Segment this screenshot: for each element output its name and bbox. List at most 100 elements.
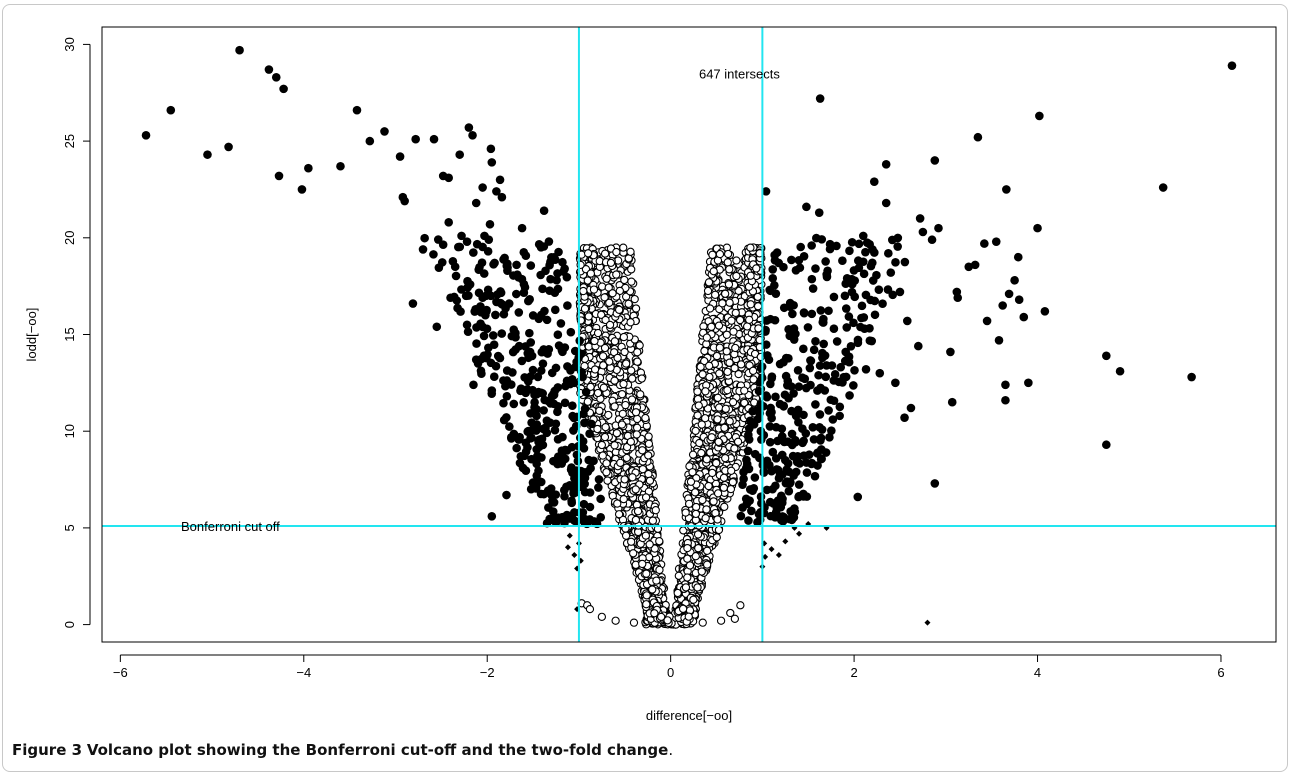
data-point [451,271,461,281]
data-point [794,480,804,489]
data-point [652,576,661,585]
data-point [763,351,772,360]
data-point [496,288,506,298]
data-point [521,438,531,448]
data-point [779,303,789,313]
data-point [714,403,724,412]
data-point [626,318,635,327]
data-point [564,544,571,551]
data-point [456,307,465,316]
data-point [645,540,654,549]
data-point [471,198,481,208]
data-point [655,565,664,575]
data-point [799,252,809,261]
data-point [610,337,620,346]
data-point [787,382,796,391]
data-point [524,296,533,306]
data-point [713,515,722,524]
data-point [859,313,869,322]
data-point [819,339,828,349]
data-point [854,263,864,273]
data-point [600,249,610,258]
data-point [709,497,718,506]
data-point [584,312,593,321]
data-point [487,158,497,167]
data-point [599,361,608,370]
data-point [673,588,682,598]
data-point [597,310,606,319]
data-point [536,366,546,375]
data-point [534,240,544,249]
data-point [598,451,607,460]
data-point [486,291,496,301]
data-point [821,257,830,266]
data-point [621,531,631,540]
data-point [730,614,740,623]
data-point [554,341,564,350]
data-point [651,506,660,515]
y-tick-label: 30 [62,37,77,51]
data-point [629,549,638,558]
data-point [703,286,713,296]
data-point [835,411,844,421]
data-point [1014,295,1024,304]
data-point [853,256,863,265]
data-point [771,508,781,517]
plot-area-border [101,26,1277,643]
data-point [1019,312,1029,322]
data-point [429,250,438,259]
data-point [621,400,630,410]
data-point [489,372,499,381]
data-point [723,258,732,267]
data-point [638,446,647,455]
data-point [1033,223,1042,233]
data-point [506,433,516,442]
data-point [1115,366,1125,376]
data-point [780,437,789,447]
data-point [730,444,739,453]
data-point [629,618,639,627]
data-point [787,406,796,416]
data-point [631,408,641,417]
data-point [698,495,707,505]
data-point [824,406,833,415]
data-point [715,343,724,352]
data-point [847,237,857,247]
data-point [691,502,701,512]
data-point [600,293,609,302]
data-point [491,361,501,371]
data-point [791,437,800,447]
data-point [527,433,536,443]
caption-title: Volcano plot showing the Bonferroni cut-… [86,741,669,759]
annotation-text: 647 intersects [699,66,780,81]
data-point [553,459,562,469]
data-point [817,454,826,464]
data-point [934,223,943,233]
data-point [304,163,313,173]
data-point [584,324,593,334]
data-point [774,473,784,483]
data-point [571,488,580,497]
data-point [530,402,539,412]
data-point [604,283,613,292]
data-point [633,348,642,357]
data-point [740,398,749,408]
data-point [632,430,641,439]
data-point [688,450,698,459]
data-point [613,499,622,508]
data-point [517,356,527,366]
data-point [696,362,705,372]
data-point [580,418,589,428]
data-point [705,304,715,313]
data-point [771,392,780,402]
data-point [617,420,627,429]
data-point [845,246,854,256]
data-point [631,485,640,494]
data-point [681,583,691,592]
data-point [487,386,497,395]
data-point [713,415,722,424]
data-point [618,409,627,418]
data-point [532,471,542,480]
data-point [499,398,508,408]
data-point [794,382,804,392]
